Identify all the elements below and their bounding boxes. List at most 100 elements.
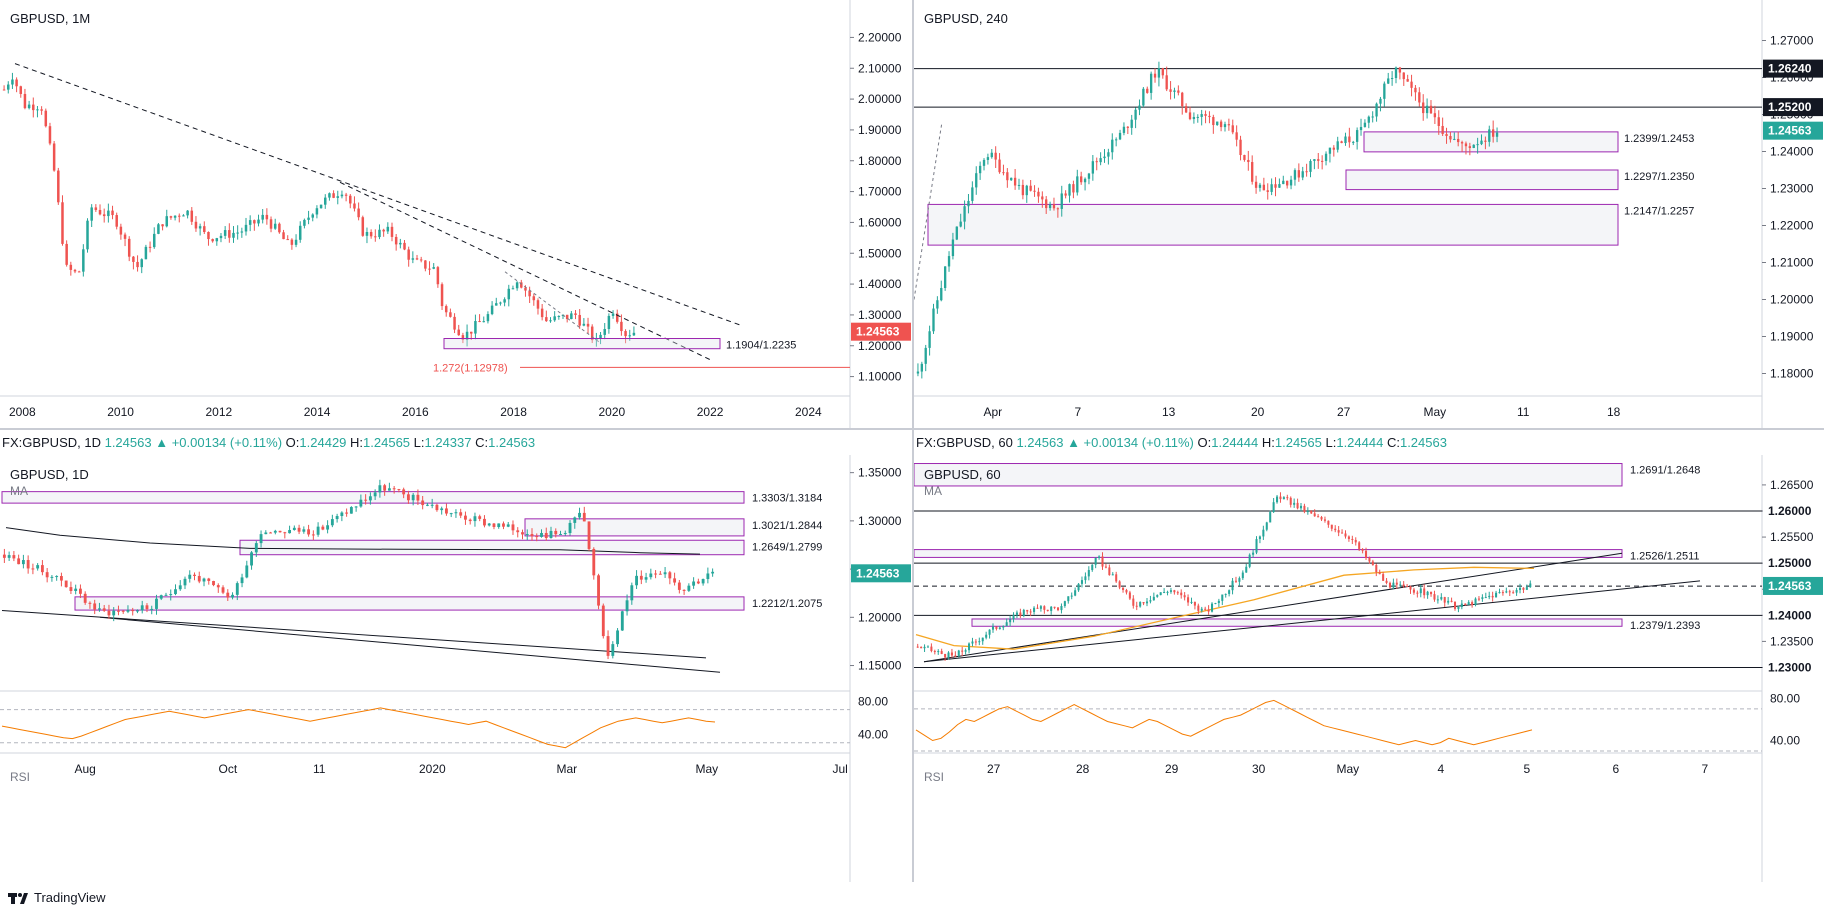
chart-60[interactable]: 27 28 29 30 May 4 5 6 7 1.26500 1.26000 1.25500 1.25… — [914, 455, 1824, 882]
candle-body — [183, 578, 187, 586]
candle-body — [188, 574, 192, 579]
candle — [1077, 583, 1080, 592]
candle-body — [1388, 582, 1392, 588]
candle — [928, 325, 931, 356]
candle — [12, 551, 16, 562]
candle — [1464, 141, 1468, 155]
candle — [1406, 583, 1409, 588]
candle-body — [1104, 566, 1107, 568]
candle — [1166, 590, 1169, 596]
candle — [521, 529, 524, 540]
candle — [303, 218, 306, 229]
candle — [1488, 591, 1491, 600]
candle — [221, 585, 225, 595]
candle-body — [1188, 112, 1192, 120]
candle-body — [1474, 598, 1477, 606]
candle — [1433, 590, 1436, 602]
candle-body — [1084, 576, 1087, 581]
candle — [269, 216, 273, 233]
candle — [1173, 87, 1176, 99]
candle — [967, 193, 970, 214]
candle-body — [1468, 146, 1472, 149]
candle-body — [1416, 592, 1419, 594]
candle — [207, 231, 210, 246]
candle-body — [1320, 517, 1323, 520]
chart-panel-monthly[interactable]: 2008 2010 2012 2014 2016 2018 2020 2022 2024 2.20… — [0, 0, 912, 428]
candle — [649, 568, 653, 580]
candle-body — [1083, 178, 1087, 183]
candle — [490, 301, 494, 316]
candle — [515, 281, 519, 291]
candle-body — [1402, 72, 1405, 80]
candle — [1115, 571, 1118, 583]
chart-panel-daily[interactable]: AugOct112020MarMayJul1.350001.300001.250… — [0, 455, 912, 882]
candle-body — [1135, 605, 1138, 607]
candle — [155, 594, 158, 615]
candle — [1099, 152, 1102, 166]
candle — [7, 81, 10, 94]
candle — [7, 551, 11, 562]
price-tag-label: 1.26240 — [1768, 62, 1812, 76]
candle-body — [1488, 129, 1491, 142]
candle-body — [1204, 608, 1207, 610]
ohlc-bar-1d: FX:GBPUSD, 1D 1.24563 ▲ +0.00134 (+0.11%… — [2, 435, 535, 450]
y-tick-label: 1.30000 — [858, 308, 902, 322]
candle — [525, 529, 529, 541]
candle-body — [959, 221, 962, 227]
candle-body — [559, 534, 562, 536]
candle-body — [278, 530, 282, 533]
candle-body — [975, 173, 978, 188]
candle — [345, 508, 349, 517]
candle-body — [235, 583, 239, 595]
candle — [1084, 572, 1087, 584]
candle-body — [330, 519, 334, 526]
candle — [947, 651, 950, 660]
candle-body — [1344, 136, 1347, 144]
candle — [668, 570, 672, 585]
candle — [107, 203, 110, 223]
chart-panel-240[interactable]: Apr7132027May11181.270001.260001.250001.… — [914, 0, 1824, 428]
candle-body — [933, 651, 936, 653]
ma-indicator-label: MA — [10, 484, 28, 498]
candle — [1492, 120, 1495, 143]
candle-body — [1076, 176, 1079, 193]
candle-body — [1228, 590, 1231, 594]
candle-body — [663, 572, 667, 575]
candle — [1297, 163, 1301, 182]
candle-body — [951, 239, 955, 257]
candle — [1208, 111, 1211, 124]
candle — [183, 576, 187, 590]
candle-body — [940, 651, 943, 654]
candle — [121, 610, 125, 614]
candle-body — [1029, 185, 1032, 191]
candle — [1184, 103, 1188, 114]
candle-body — [520, 282, 523, 288]
candle-body — [354, 506, 358, 508]
candle-body — [1163, 592, 1166, 594]
candle-body — [186, 210, 189, 216]
candle-body — [26, 560, 30, 569]
candle-body — [1251, 162, 1254, 182]
candle — [1107, 148, 1110, 165]
candle — [940, 280, 943, 302]
chart-240[interactable]: Apr7132027May11181.270001.260001.250001.… — [914, 0, 1824, 428]
candle-body — [1142, 602, 1145, 604]
chart-daily[interactable]: AugOct112020MarMayJul1.350001.300001.250… — [0, 455, 912, 882]
candle — [986, 153, 990, 165]
candle-body — [1423, 588, 1426, 596]
candle — [1328, 147, 1332, 163]
chart-monthly[interactable]: 2008 2010 2012 2014 2016 2018 2020 2022 2024 2.20… — [0, 0, 912, 428]
candle-body — [590, 326, 594, 341]
candle — [161, 224, 164, 231]
chart-panel-60[interactable]: 27 28 29 30 May 4 5 6 7 1.26500 1.26000 1.25500 1.25… — [914, 455, 1824, 882]
candle-body — [265, 214, 269, 220]
candle — [1060, 185, 1063, 217]
x-tick-label: 6 — [1613, 762, 1620, 776]
candle-body — [940, 287, 943, 301]
candle — [1074, 587, 1077, 597]
candle — [2, 548, 6, 563]
candle — [286, 235, 289, 241]
candle-body — [1289, 179, 1293, 186]
candle — [1064, 190, 1067, 199]
candle — [988, 629, 991, 639]
